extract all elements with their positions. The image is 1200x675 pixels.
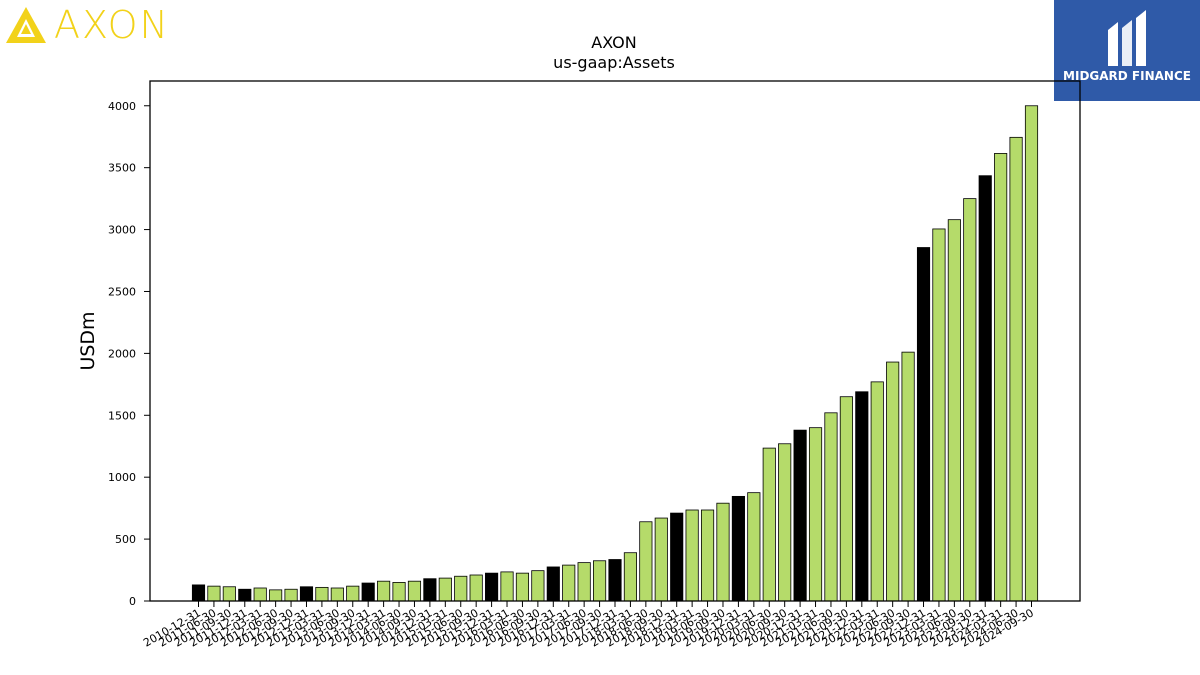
bar-2022-09-30 xyxy=(901,351,915,602)
bar-2016-03-31 xyxy=(500,571,514,602)
bar-2015-03-31 xyxy=(438,577,452,602)
bar-2018-12-31 xyxy=(670,512,684,602)
bar-2021-06-30 xyxy=(824,412,838,602)
bar-2012-12-31 xyxy=(299,586,314,602)
bar-2018-06-30 xyxy=(639,521,653,602)
bar-2014-09-30 xyxy=(407,580,422,602)
axon-logo-icon xyxy=(6,7,46,43)
bar-2022-06-30 xyxy=(886,361,900,602)
chart-subtitle: us-gaap:Assets xyxy=(553,53,675,72)
bar-2020-06-30 xyxy=(762,447,776,602)
bar-2022-03-31 xyxy=(870,381,884,602)
bar-2012-06-30 xyxy=(269,589,283,602)
bar-2011-09-30 xyxy=(222,586,236,602)
midgard-finance-badge: MIDGARD FINANCE xyxy=(1054,0,1200,101)
bar-2023-03-31 xyxy=(932,228,946,602)
bar-2014-06-30 xyxy=(392,582,406,602)
y-tick-label: 2500 xyxy=(108,285,136,298)
bar-2019-03-31 xyxy=(685,509,699,602)
x-ticks: 2010-12-312011-06-302011-09-302011-12-31… xyxy=(141,601,1036,650)
bar-2022-12-31 xyxy=(916,247,931,602)
plot-frame xyxy=(149,80,1081,602)
bar-2016-09-30 xyxy=(531,570,545,602)
bars-layer xyxy=(191,105,1039,602)
bar-2012-03-31 xyxy=(253,587,267,602)
y-tick-label: 3000 xyxy=(108,224,136,237)
y-tick-label: 2000 xyxy=(108,347,136,360)
y-tick-label: 3500 xyxy=(108,162,136,175)
bar-2015-09-30 xyxy=(469,574,483,602)
bar-2020-03-31 xyxy=(747,492,761,602)
bar-2024-03-31 xyxy=(994,153,1008,602)
y-ticks: 0 500 1000 1500 2000 2500 3000 3500 4000 xyxy=(108,100,150,608)
bar-2015-12-31 xyxy=(485,572,499,602)
bar-2021-12-31 xyxy=(855,391,869,602)
bar-2013-06-30 xyxy=(330,587,344,602)
bar-2012-09-30 xyxy=(284,588,298,602)
bar-2014-03-31 xyxy=(377,580,391,602)
bar-2014-12-31 xyxy=(423,578,437,602)
bar-2017-03-31 xyxy=(562,564,576,602)
axon-logo: AXON xyxy=(4,3,170,47)
bar-2013-03-31 xyxy=(315,586,329,602)
bar-2018-09-30 xyxy=(654,517,668,602)
bar-2017-09-30 xyxy=(593,560,607,602)
y-tick-label: 1500 xyxy=(108,409,136,422)
bar-2015-06-30 xyxy=(454,575,468,602)
bar-2024-09-30 xyxy=(1024,105,1039,602)
midgard-logo-icon xyxy=(1108,10,1146,66)
bar-2011-12-31 xyxy=(238,588,252,602)
y-axis-label: USDm xyxy=(77,311,99,370)
bar-2013-09-30 xyxy=(346,585,360,602)
bar-2023-06-30 xyxy=(947,219,961,602)
bar-2023-12-31 xyxy=(978,175,992,602)
chart-title: AXON xyxy=(591,33,636,52)
bar-2019-06-30 xyxy=(700,509,715,602)
bar-2023-09-30 xyxy=(963,198,977,602)
midgard-finance-text: MIDGARD FINANCE xyxy=(1063,69,1191,83)
y-tick-label: 1000 xyxy=(108,471,136,484)
bar-2017-06-30 xyxy=(577,562,591,602)
bar-2016-12-31 xyxy=(546,566,560,602)
bar-2024-06-30 xyxy=(1009,136,1023,602)
bar-2013-12-31 xyxy=(361,582,375,602)
bar-2019-09-30 xyxy=(716,502,730,602)
bar-2019-12-31 xyxy=(731,495,745,602)
bar-2017-12-31 xyxy=(608,559,622,602)
bar-2016-06-30 xyxy=(515,572,530,602)
y-tick-label: 500 xyxy=(115,533,136,546)
y-tick-label: 4000 xyxy=(108,100,136,113)
bar-2018-03-31 xyxy=(623,552,638,602)
bar-2011-06-30 xyxy=(207,585,221,602)
bar-2010-12-31 xyxy=(191,584,206,602)
bar-2021-09-30 xyxy=(839,396,853,602)
bar-2020-12-31 xyxy=(793,429,807,602)
bar-2021-03-31 xyxy=(808,427,823,602)
bar-2020-09-30 xyxy=(778,443,792,602)
y-tick-label: 0 xyxy=(129,595,136,608)
axon-logo-text: AXON xyxy=(54,3,170,47)
